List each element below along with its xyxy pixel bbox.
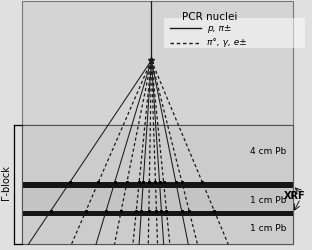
- Bar: [22, 1, 293, 125]
- Text: p, π±: p, π±: [207, 24, 231, 32]
- Bar: [22, 125, 293, 244]
- FancyBboxPatch shape: [164, 18, 305, 48]
- Text: Γ-block: Γ-block: [1, 165, 11, 200]
- Bar: [22, 211, 293, 216]
- Text: 1 cm Pb: 1 cm Pb: [250, 224, 287, 233]
- Text: XRF: XRF: [284, 191, 305, 201]
- Bar: [22, 182, 293, 188]
- Text: 4 cm Pb: 4 cm Pb: [251, 146, 287, 156]
- Text: PCR nuclei: PCR nuclei: [182, 12, 237, 22]
- Bar: [22, 125, 293, 244]
- Text: 1 cm Pb: 1 cm Pb: [250, 196, 287, 205]
- Text: π°, γ, e±: π°, γ, e±: [207, 38, 246, 48]
- Bar: [22, 188, 293, 211]
- Bar: [22, 125, 293, 182]
- Bar: [22, 216, 293, 244]
